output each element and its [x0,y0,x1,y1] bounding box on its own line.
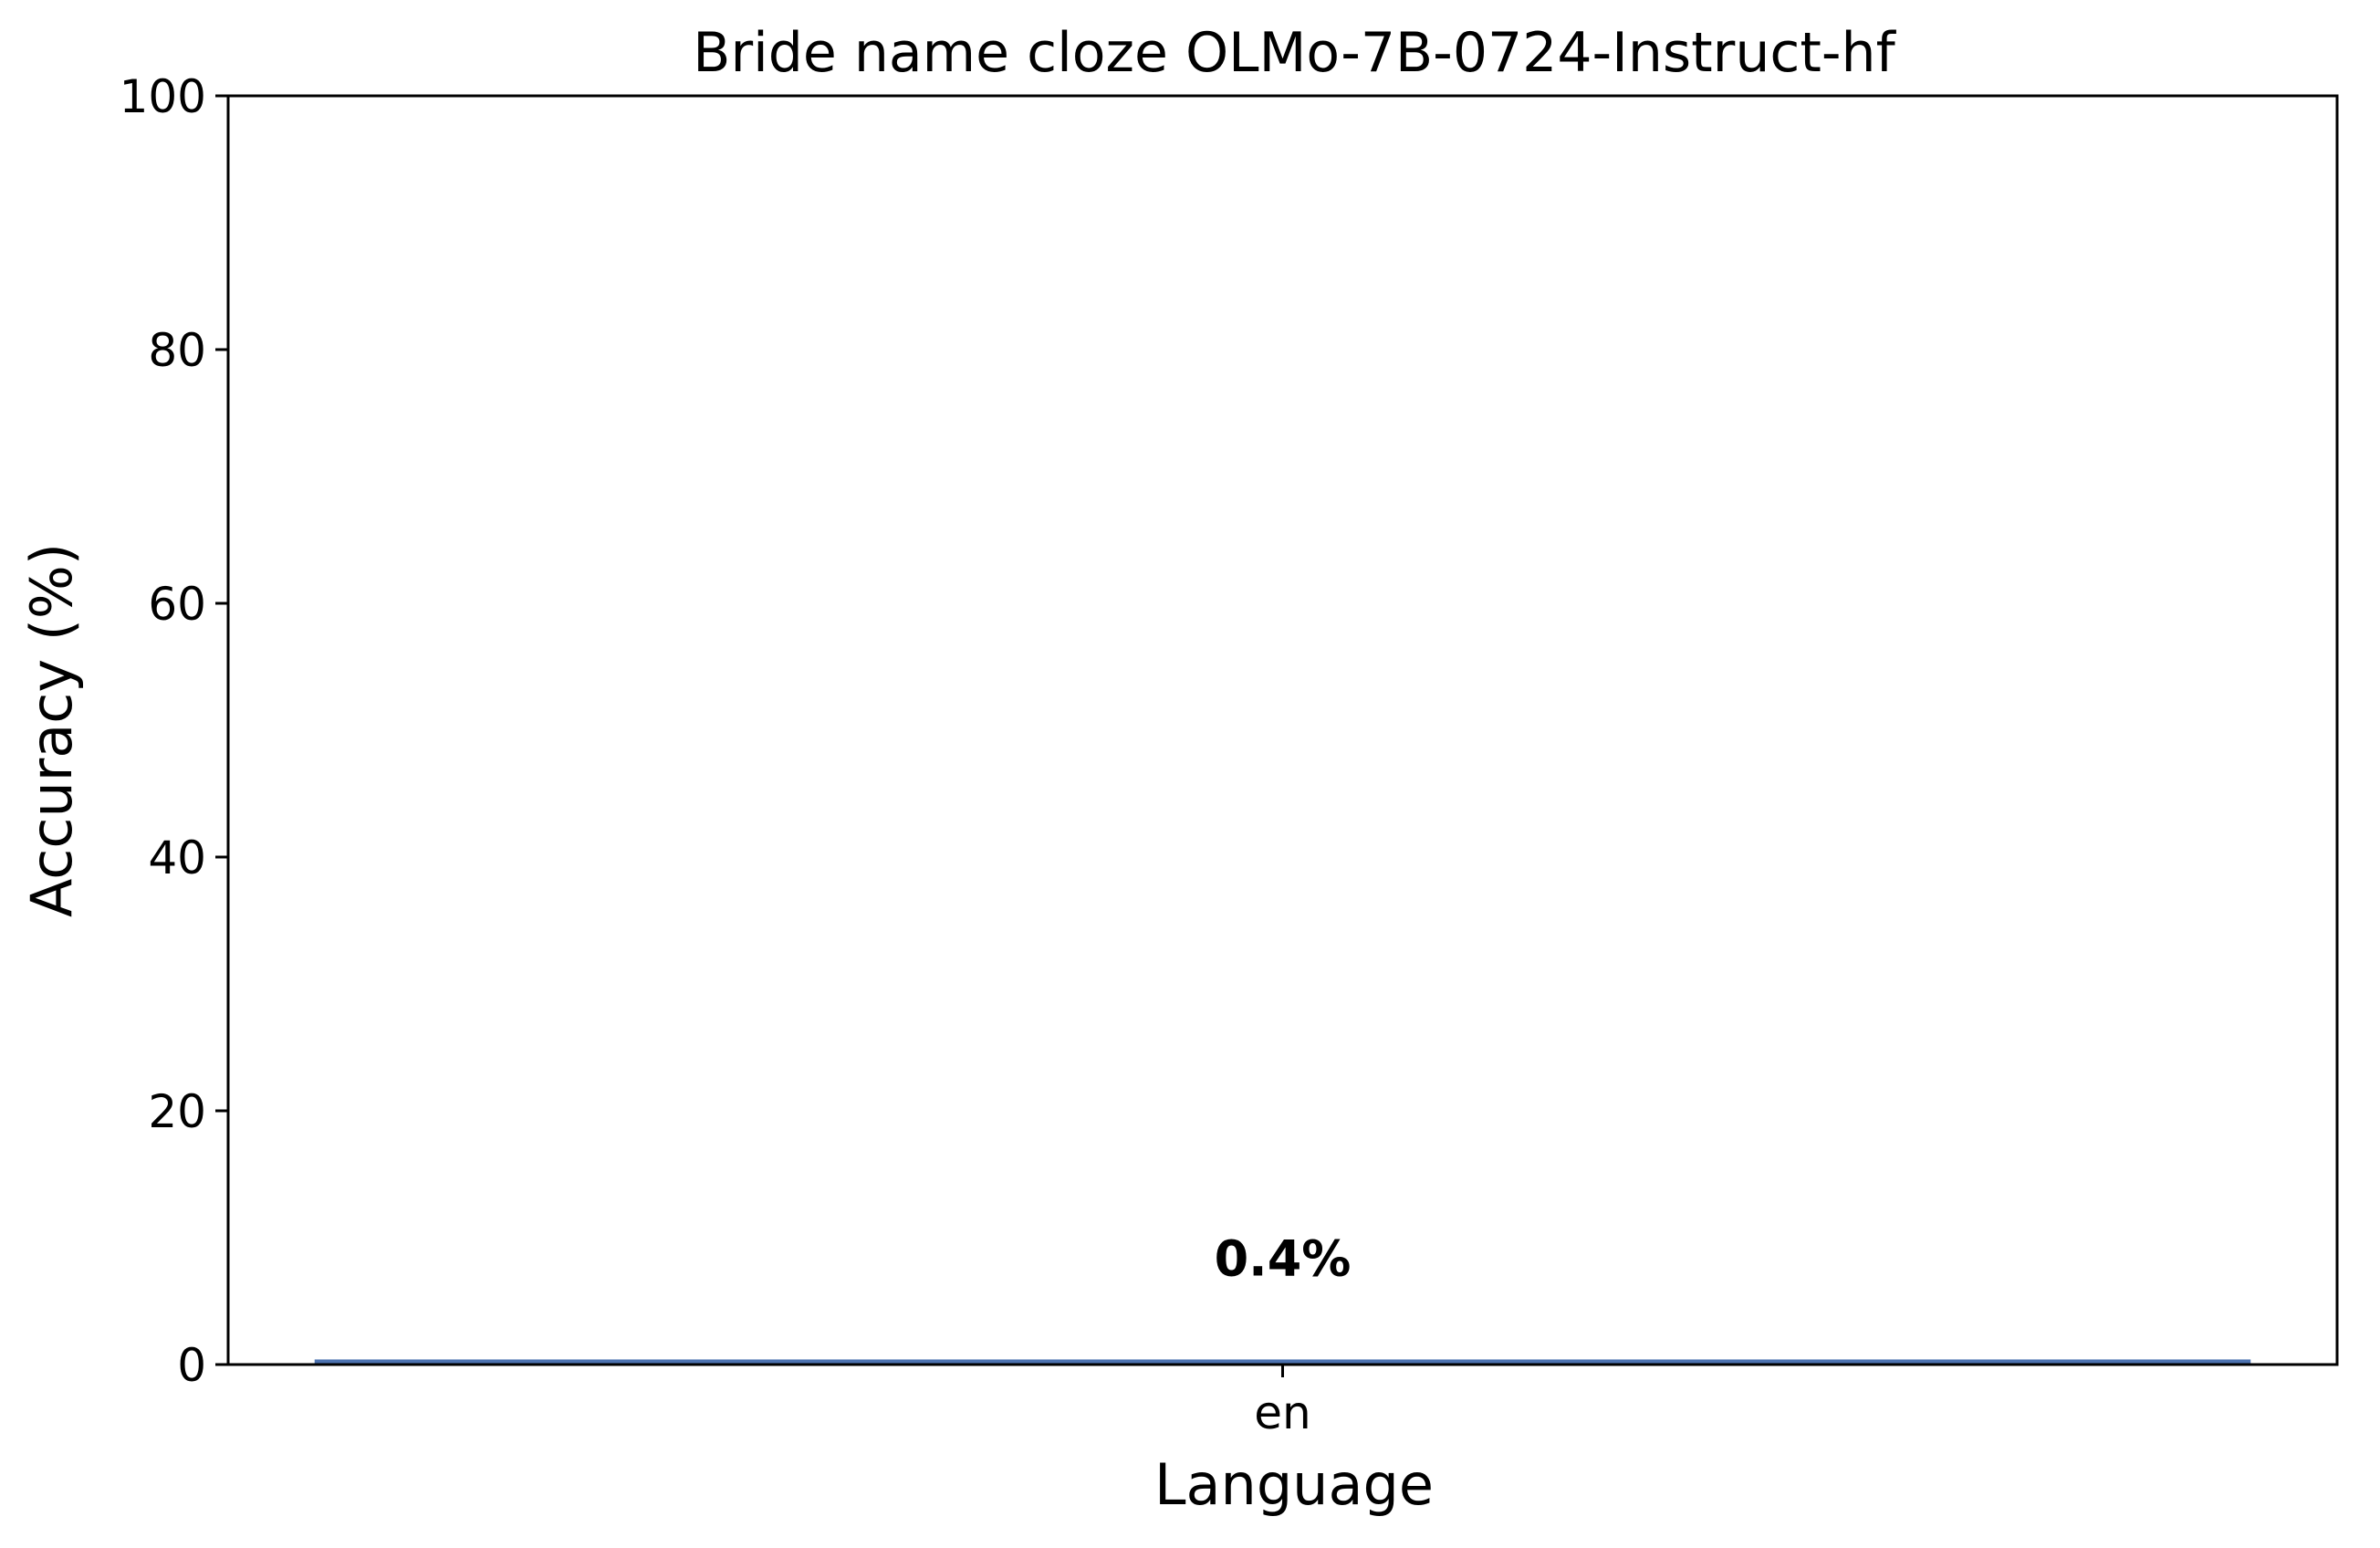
chart-title: Bride name cloze OLMo-7B-0724-Instruct-h… [693,21,1896,85]
plot-frame [226,94,2339,1366]
x-tick-label-en: en [1254,1386,1310,1439]
y-axis-label: Accuracy (%) [18,543,85,917]
y-tick-label-80: 80 [148,324,206,377]
x-axis-label: Language [1154,1451,1434,1518]
y-tick-label-100: 100 [120,70,206,123]
bar-en [314,1359,2251,1365]
y-tick-label-20: 20 [148,1085,206,1138]
y-tick-label-60: 60 [148,578,206,631]
y-axis: 0 20 40 60 80 100 [120,70,228,1392]
y-tick-label-0: 0 [177,1339,206,1392]
x-axis: en [1254,1365,1311,1439]
bars-group [314,1359,2251,1365]
data-label-en: 0.4% [1215,1230,1352,1288]
data-labels-group: 0.4% [1215,1230,1352,1288]
y-tick-label-40: 40 [148,832,206,884]
